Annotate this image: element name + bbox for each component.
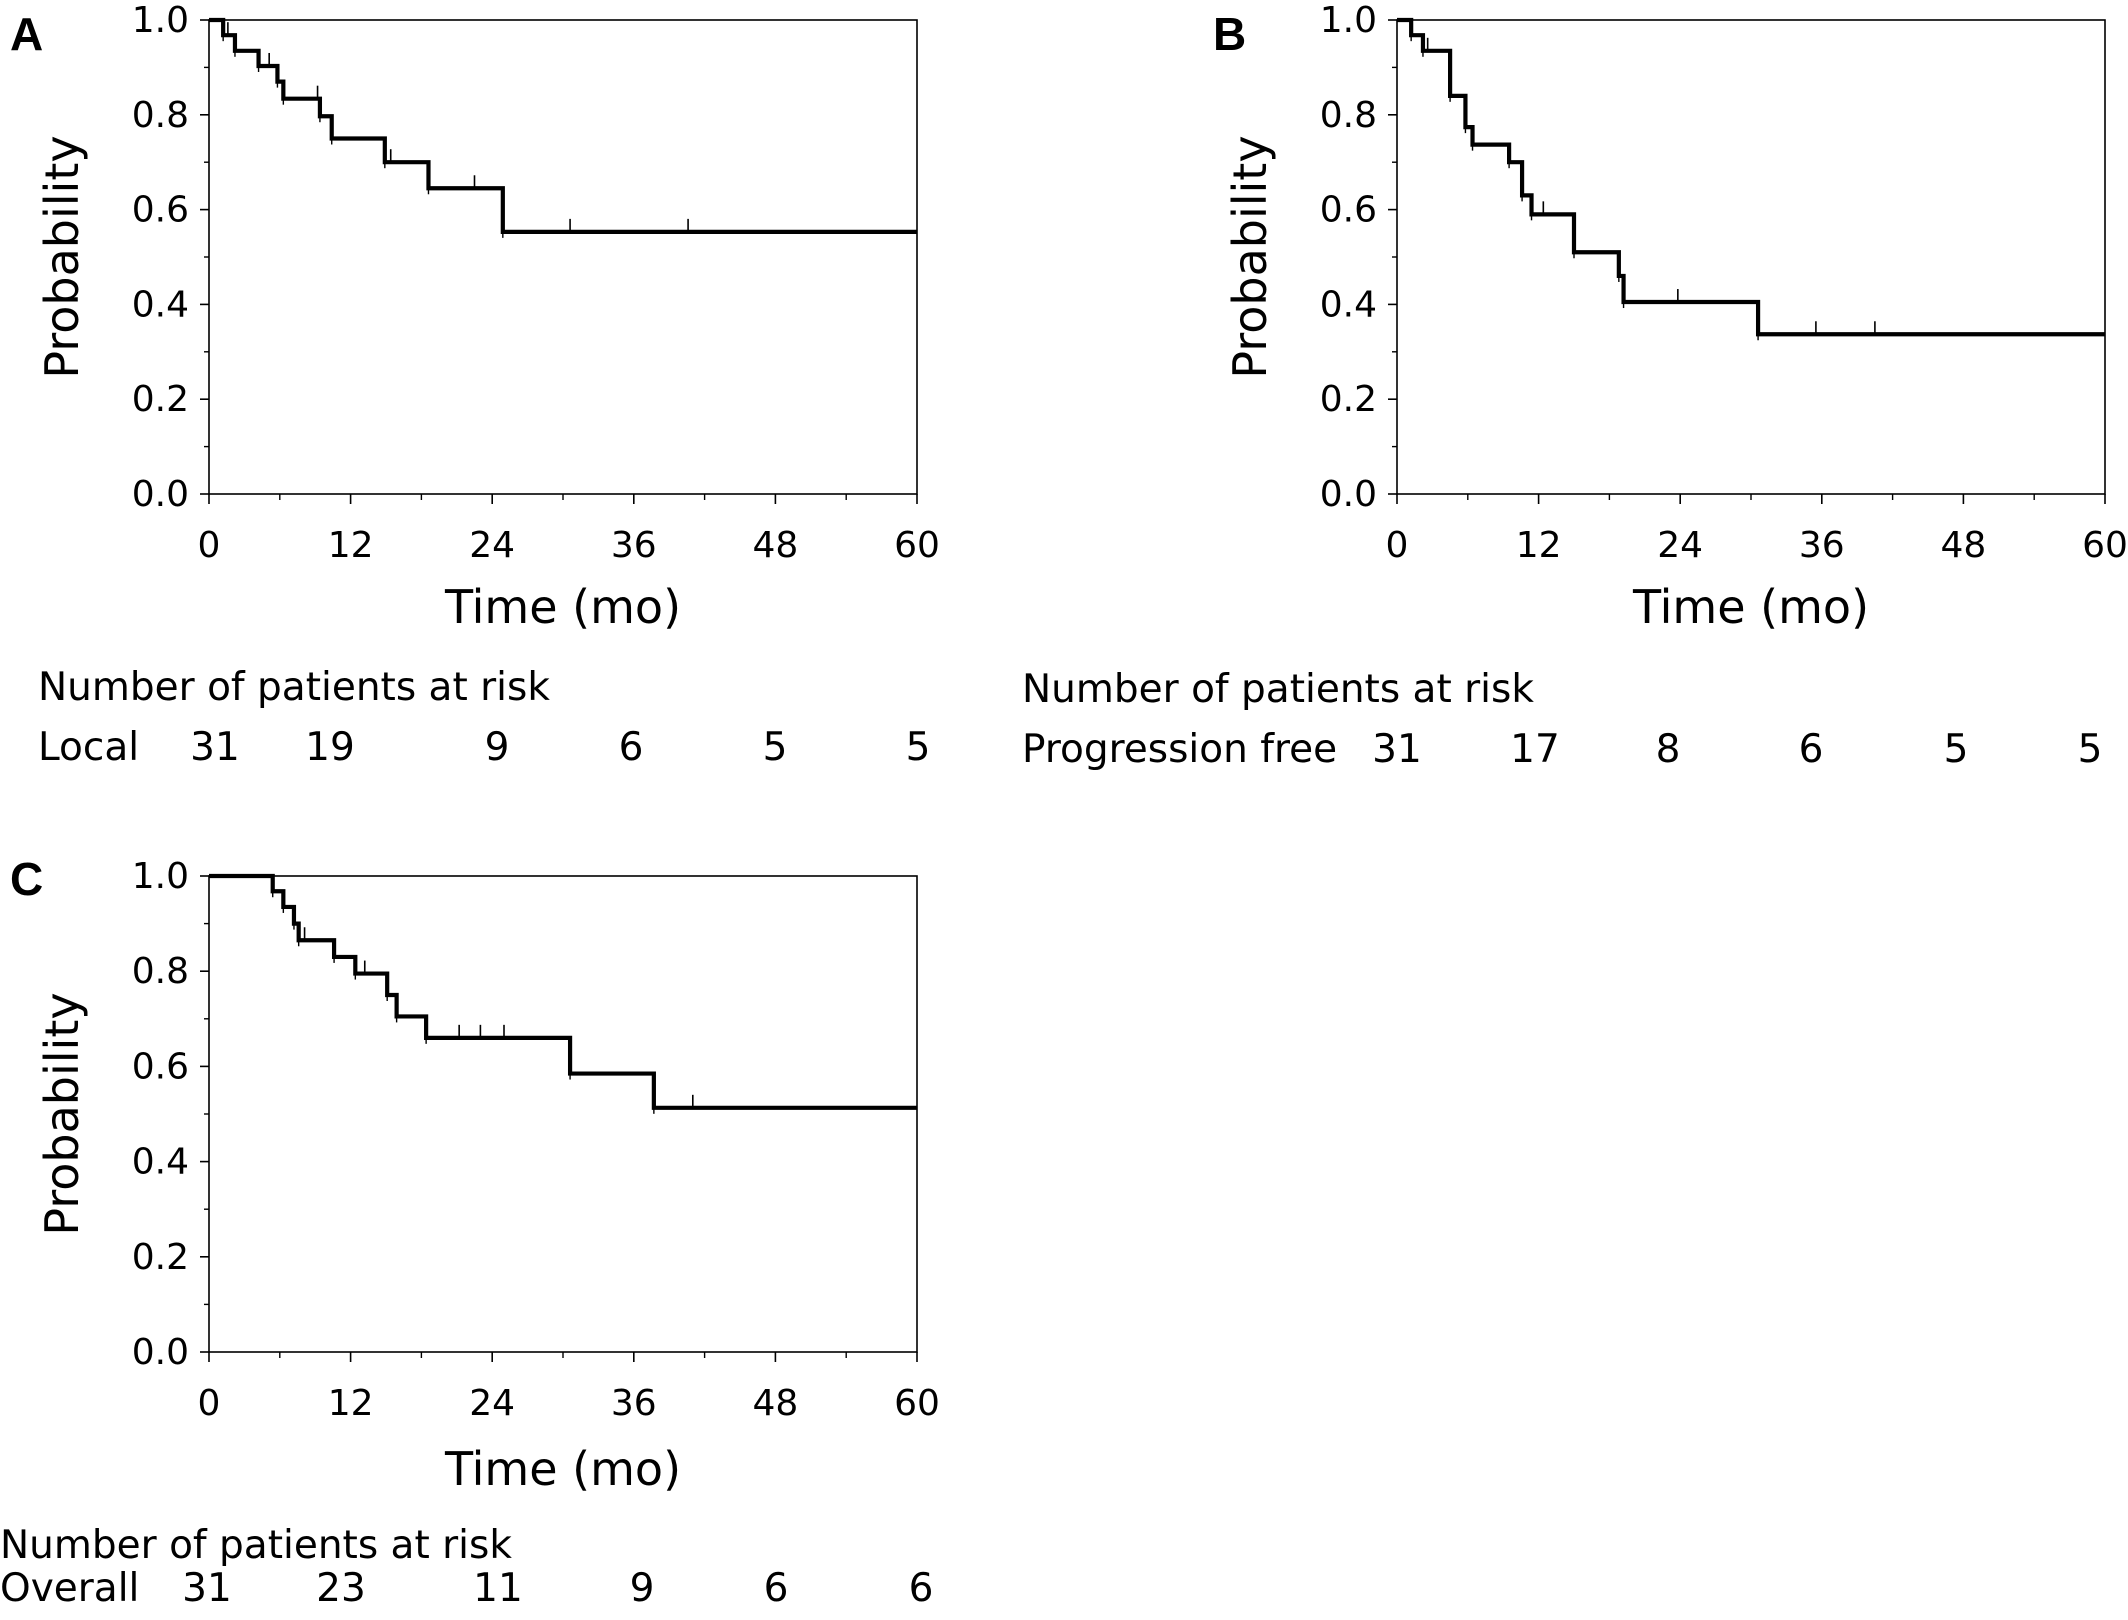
- x-tick-label: 12: [328, 1383, 374, 1424]
- risk-count: 6: [619, 725, 644, 770]
- y-axis-title: Probability: [35, 135, 89, 378]
- x-tick-label: 60: [2082, 525, 2128, 566]
- y-tick-label: 0.2: [132, 1237, 189, 1278]
- x-tick-label: 36: [611, 525, 657, 566]
- risk-count: 6: [764, 1566, 789, 1611]
- y-tick-label: 0.4: [132, 1142, 189, 1183]
- x-tick-label: 0: [198, 525, 221, 566]
- risk-table-title: Number of patients at risk: [38, 665, 550, 710]
- y-tick-label: 1.0: [1320, 0, 1377, 41]
- panel-letter: C: [10, 853, 43, 905]
- risk-table-label: Progression free: [1022, 727, 1337, 772]
- y-tick-label: 0.8: [1320, 95, 1377, 136]
- x-axis-title: Time (mo): [1632, 580, 1869, 634]
- risk-count: 8: [1656, 727, 1681, 772]
- panel-c: C 0.0 0.2 0.4 0.6 0.8 1.0 0 12 24 36 48 60 Probabilit…: [0, 853, 940, 1611]
- x-tick-label: 60: [894, 1383, 940, 1424]
- y-axis-title: Probability: [1223, 135, 1277, 378]
- x-tick-label: 24: [469, 1383, 515, 1424]
- y-tick-label: 0.8: [132, 951, 189, 992]
- risk-count: 31: [190, 725, 240, 770]
- x-tick-label: 36: [611, 1383, 657, 1424]
- risk-table-label: Overall: [0, 1566, 139, 1611]
- panel-b: B 0.0 0.2 0.4 0.6 0.8 1.0 0 12 24 36 48 60 Probabilit…: [1022, 0, 2128, 772]
- plot-frame: [208, 19, 918, 495]
- panel-letter: A: [10, 8, 43, 60]
- panel-letter: B: [1213, 8, 1246, 60]
- risk-count: 5: [906, 725, 931, 770]
- risk-count: 5: [2078, 727, 2103, 772]
- y-tick-label: 0.2: [1320, 379, 1377, 420]
- x-tick-label: 48: [752, 525, 798, 566]
- x-tick-label: 36: [1799, 525, 1845, 566]
- risk-table-label: Local: [38, 725, 139, 770]
- risk-count: 23: [316, 1566, 366, 1611]
- y-tick-label: 0.2: [132, 379, 189, 420]
- y-tick-label: 0.0: [132, 474, 189, 515]
- y-tick-label: 1.0: [132, 0, 189, 41]
- survival-curve: [209, 17, 917, 234]
- risk-count: 31: [1372, 727, 1422, 772]
- risk-count: 6: [909, 1566, 934, 1611]
- x-tick-label: 48: [752, 1383, 798, 1424]
- x-tick-label: 0: [198, 1383, 221, 1424]
- survival-curve: [209, 873, 917, 1110]
- risk-count: 9: [630, 1566, 655, 1611]
- risk-table-title: Number of patients at risk: [1022, 667, 1534, 712]
- y-tick-label: 0.8: [132, 95, 189, 136]
- risk-count: 6: [1799, 727, 1824, 772]
- plot-frame: [208, 875, 918, 1353]
- y-tick-label: 0.6: [1320, 190, 1377, 231]
- risk-count: 31: [182, 1566, 232, 1611]
- x-tick-label: 24: [1657, 525, 1703, 566]
- y-tick-label: 0.6: [132, 190, 189, 231]
- risk-count: 9: [485, 725, 510, 770]
- risk-count: 5: [763, 725, 788, 770]
- x-axis-title: Time (mo): [444, 580, 681, 634]
- x-tick-label: 48: [1940, 525, 1986, 566]
- survival-curve: [1397, 17, 2105, 337]
- x-tick-label: 60: [894, 525, 940, 566]
- y-tick-label: 0.4: [132, 284, 189, 325]
- risk-count: 17: [1510, 727, 1560, 772]
- risk-count: 19: [305, 725, 355, 770]
- risk-count: 5: [1944, 727, 1969, 772]
- y-tick-label: 0.4: [1320, 284, 1377, 325]
- y-tick-label: 1.0: [132, 856, 189, 897]
- risk-table-title: Number of patients at risk: [0, 1523, 512, 1568]
- y-axis-title: Probability: [35, 992, 89, 1235]
- x-tick-label: 0: [1386, 525, 1409, 566]
- x-axis-title: Time (mo): [444, 1442, 681, 1496]
- x-tick-label: 12: [1516, 525, 1562, 566]
- y-tick-label: 0.6: [132, 1046, 189, 1087]
- plot-frame: [1396, 19, 2106, 495]
- x-tick-label: 24: [469, 525, 515, 566]
- panel-a: A 0.0 0.2 0.4 0.6 0.8 1.0 0 12 24 36 48 60 Probabilit…: [10, 0, 940, 770]
- x-tick-label: 12: [328, 525, 374, 566]
- risk-count: 11: [473, 1566, 523, 1611]
- y-tick-label: 0.0: [1320, 474, 1377, 515]
- y-tick-label: 0.0: [132, 1332, 189, 1373]
